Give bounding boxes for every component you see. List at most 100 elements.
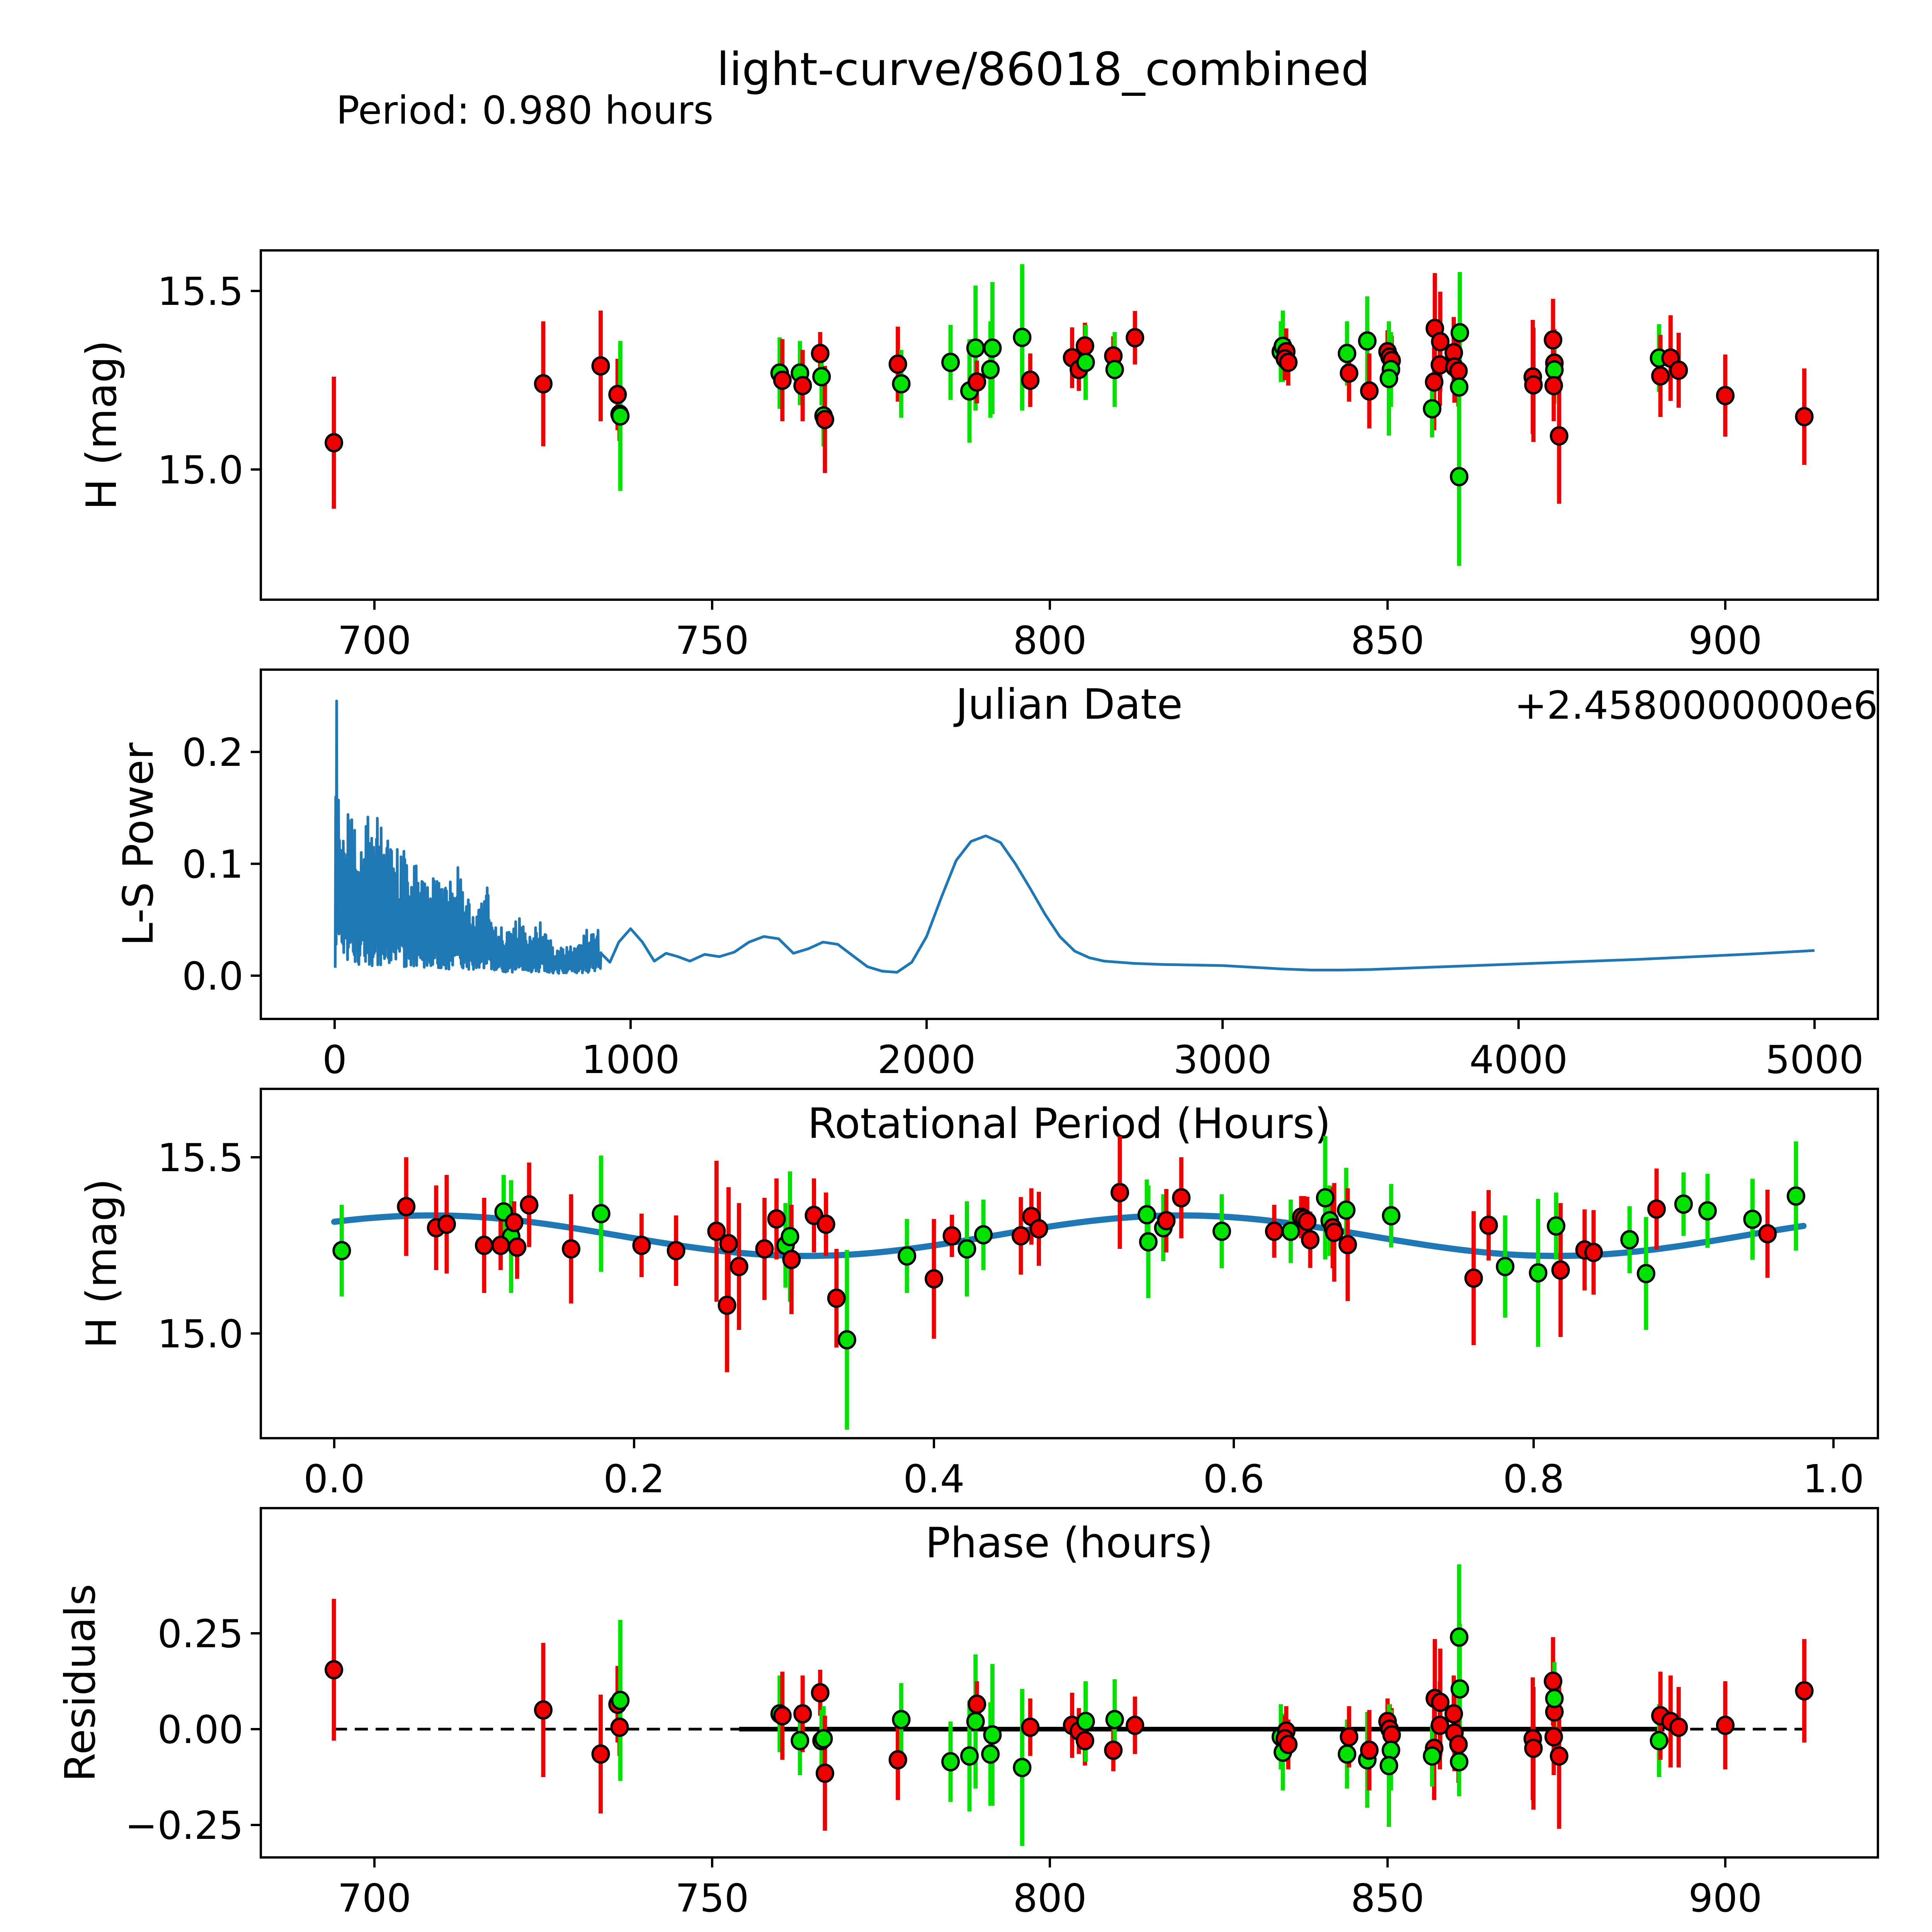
data-point [1104,1740,1123,1760]
x-tick-label: 0.0 [303,1456,365,1502]
data-point [1430,1716,1449,1735]
data-point [397,1197,416,1216]
x-tick-label: 4000 [1469,1037,1568,1082]
data-point [592,1204,611,1223]
data-point [1360,381,1379,401]
data-point [1451,323,1469,343]
data-point [1316,1188,1335,1208]
xlabel-rotational-period: Rotational Period (Hours) [808,1100,1331,1148]
x-tick-label: 0.4 [903,1456,964,1502]
data-point [941,352,960,372]
data-point [898,1246,917,1266]
plot-box [260,668,1879,1020]
data-point [591,1744,610,1764]
data-point [1647,1199,1666,1219]
x-tick-label: 850 [1351,618,1425,663]
data-point [1075,336,1094,356]
data-point [1549,1746,1568,1766]
panel-periodogram: 0 1000 2000 3000 4000 5000 0.0 0.1 0.2 Rotationa… [114,668,1879,1148]
data-point [1496,1257,1515,1276]
data-point [1544,1727,1563,1747]
x-tick-label: 0 [322,1037,347,1082]
data-point [1545,1689,1564,1708]
xlabel-phase-hours: Phase (hours) [925,1519,1213,1567]
y-tick-label: 15.5 [157,1135,243,1180]
y-tick-label: 15.0 [157,1311,243,1357]
data-point [1547,1216,1566,1236]
x-tick-label: 850 [1351,1876,1425,1921]
y-tick-label: 0.00 [157,1707,243,1752]
y-tick-label: 0.2 [182,730,243,775]
ylabel-h-mag: H (mag) [78,340,126,510]
data-point [1021,1718,1040,1737]
y-tick-label: 0.1 [182,842,243,887]
data-point [475,1236,493,1255]
data-point [1111,1183,1129,1202]
data-point [960,1746,979,1766]
data-point [1637,1264,1655,1283]
data-point [667,1241,685,1260]
data-point [815,1764,834,1783]
data-point [1716,386,1735,405]
data-point [767,1209,786,1229]
data-point [1450,1752,1469,1772]
data-point [1698,1201,1717,1221]
data-point [520,1195,539,1215]
data-point [816,1214,835,1234]
data-point [888,354,907,374]
x-tick-label: 5000 [1765,1037,1864,1082]
data-point [707,1221,726,1241]
data-point [1451,1679,1469,1699]
data-point [1716,1716,1735,1735]
ylabel-residuals: Residuals [56,1584,105,1782]
data-point [1650,1731,1668,1750]
data-point [812,367,831,386]
data-point [1338,1744,1357,1764]
data-point [1298,1211,1317,1231]
data-point [1338,344,1357,363]
data-point [781,1227,799,1247]
data-point [1529,1263,1548,1283]
data-point [1549,426,1568,446]
data-point [325,1660,344,1680]
data-point [1551,1260,1570,1280]
data-point [1105,1710,1124,1730]
data-point [1479,1216,1498,1235]
data-point [332,1241,351,1260]
x-axis-offset-label: +2.4580000000e6 [1514,683,1878,728]
data-point [837,1330,856,1350]
data-point [983,338,1002,358]
data-point [942,1226,961,1246]
data-point [491,1236,510,1255]
x-tick-label: 3000 [1173,1037,1272,1082]
y-tick-label: 15.0 [157,447,243,493]
data-point [325,433,344,452]
data-point [1379,369,1398,388]
data-point [793,376,812,395]
x-tick-label: 0.8 [1503,1456,1564,1502]
x-tick-label: 2000 [878,1037,976,1082]
figure-title: light-curve/86018_combined [717,43,1370,96]
data-point [888,1750,907,1770]
ylabel-h-mag-phase: H (mag) [78,1179,126,1349]
data-point [782,1250,801,1269]
data-point [1674,1194,1693,1214]
data-point [1669,1718,1688,1737]
data-point [1340,1727,1359,1747]
x-tick-label: 700 [338,618,412,663]
data-point [1012,1226,1031,1246]
data-point [1340,363,1359,383]
data-point [1301,1230,1320,1250]
data-point [1126,1716,1145,1735]
data-point [1620,1230,1639,1250]
data-point [611,406,630,426]
data-point [1544,330,1563,350]
data-point [1450,467,1469,486]
data-point [968,372,986,392]
data-point [1105,360,1124,379]
data-point [1423,399,1442,418]
data-point [755,1239,774,1259]
data-point [974,1225,993,1245]
